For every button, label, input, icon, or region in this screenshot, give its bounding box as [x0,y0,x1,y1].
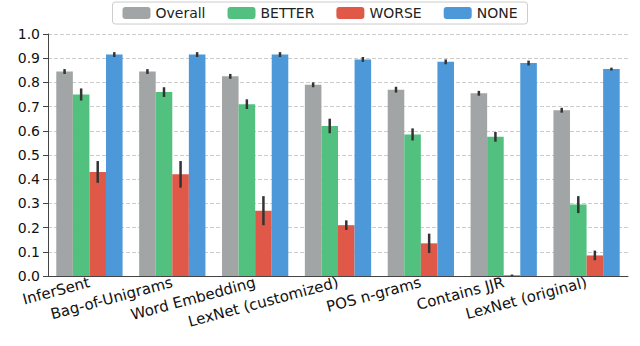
svg-text:Contains JJR: Contains JJR [414,273,506,314]
svg-text:0.8: 0.8 [18,74,40,90]
svg-text:InferSent: InferSent [20,273,92,309]
svg-text:LexNet (customized): LexNet (customized) [186,273,340,330]
svg-text:0.7: 0.7 [18,99,40,115]
svg-text:0.0: 0.0 [18,268,40,284]
svg-text:0.1: 0.1 [18,244,40,260]
svg-text:LexNet (original): LexNet (original) [464,273,589,323]
svg-text:Overall: Overall [155,5,205,21]
svg-text:0.2: 0.2 [18,220,40,236]
svg-text:WORSE: WORSE [369,5,421,21]
svg-text:0.3: 0.3 [18,195,40,211]
svg-text:0.9: 0.9 [18,50,40,66]
svg-text:POS n-grams: POS n-grams [324,273,423,316]
svg-text:0.5: 0.5 [18,147,40,163]
svg-text:0.4: 0.4 [18,171,40,187]
svg-text:BETTER: BETTER [261,5,315,21]
svg-text:Bag-of-Unigrams: Bag-of-Unigrams [48,273,175,324]
svg-text:Word Embedding: Word Embedding [128,273,258,324]
svg-text:0.6: 0.6 [18,123,40,139]
svg-text:NONE: NONE [477,5,518,21]
svg-text:1.0: 1.0 [18,26,40,42]
